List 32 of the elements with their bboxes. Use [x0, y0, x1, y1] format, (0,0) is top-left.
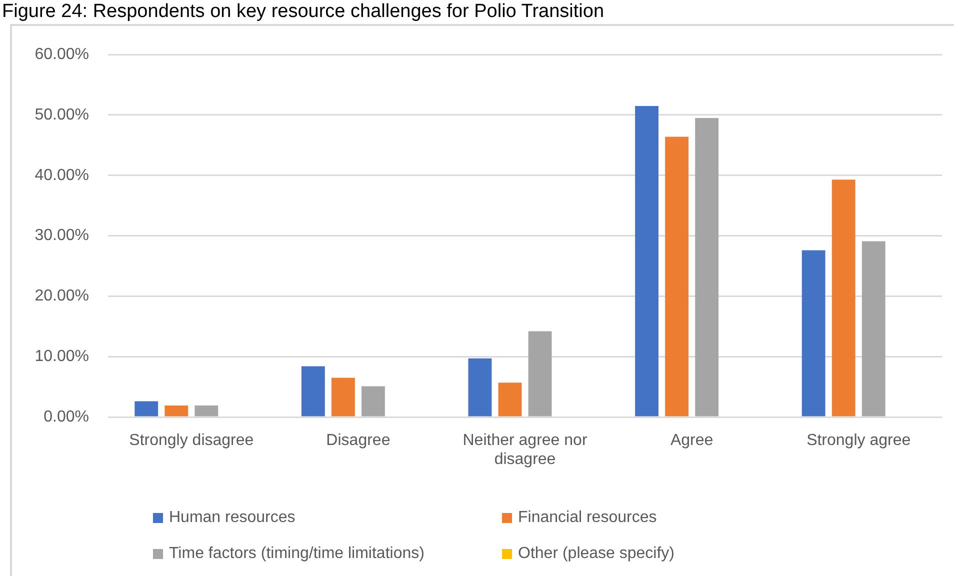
bar	[331, 378, 355, 416]
y-tick-label: 50.00%	[34, 106, 89, 124]
bar	[301, 366, 325, 416]
x-tick-label: Disagree	[326, 432, 390, 450]
bar	[802, 250, 826, 416]
y-tick-label: 0.00%	[44, 408, 89, 426]
bar	[468, 358, 492, 416]
bar	[194, 406, 218, 416]
legend-label: Human resources	[169, 509, 296, 527]
y-tick-label: 20.00%	[34, 288, 89, 305]
bar	[528, 331, 552, 416]
bar	[498, 382, 522, 416]
bar	[665, 136, 688, 416]
y-tick-label: 10.00%	[34, 348, 89, 366]
y-tick-label: 40.00%	[34, 166, 89, 184]
legend-label: Other (please specify)	[518, 545, 675, 563]
x-tick-label: Agree	[670, 432, 714, 450]
bar	[635, 106, 658, 416]
y-tick-label: 60.00%	[34, 46, 89, 64]
legend-label: Financial resources	[518, 509, 657, 527]
bar	[832, 180, 856, 416]
bar	[134, 401, 158, 416]
bar	[164, 406, 188, 416]
bar	[862, 241, 886, 416]
legend-label: Time factors (timing/time limitations)	[169, 545, 424, 563]
x-tick-label: Strongly agree	[806, 432, 911, 450]
y-tick-label: 30.00%	[34, 227, 89, 244]
x-tick-label: Strongly disagree	[129, 432, 254, 450]
x-tick-label: Neither agree nor disagree	[462, 432, 588, 468]
chart-title: Figure 24: Respondents on key resource challenges for Polio Transition	[2, 1, 604, 23]
bar	[362, 386, 385, 416]
bar	[695, 118, 719, 416]
